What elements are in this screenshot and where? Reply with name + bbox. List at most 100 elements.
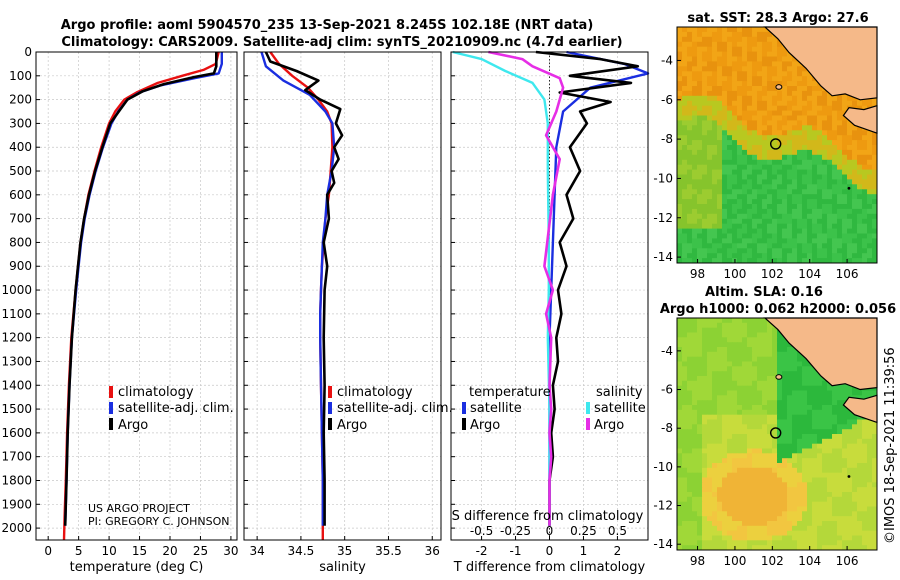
map-cell	[677, 90, 683, 97]
map-cell	[832, 405, 838, 411]
map-cell	[697, 395, 703, 401]
map-cell	[777, 347, 783, 353]
map-cell	[852, 223, 858, 229]
map-cell	[857, 208, 863, 215]
map-cell	[702, 525, 708, 531]
map-cell	[732, 120, 738, 126]
map-cell	[762, 487, 768, 493]
map-x-tick-label: 104	[798, 267, 821, 281]
map-cell	[742, 390, 748, 396]
map-cell	[697, 405, 703, 411]
legend-label: Argo	[337, 418, 367, 433]
map-cell	[792, 356, 798, 362]
map-cell	[777, 472, 783, 478]
map-cell	[697, 438, 703, 444]
map-cell	[717, 66, 723, 72]
map-cell	[762, 223, 768, 229]
map-cell	[782, 86, 788, 92]
map-cell	[767, 90, 773, 97]
series-line-temperature-argo	[535, 50, 640, 526]
map-cell	[777, 41, 783, 48]
map-cell	[802, 154, 808, 161]
map-cell	[717, 501, 723, 507]
map-cell	[687, 376, 693, 382]
map-cell	[677, 327, 683, 333]
map-cell	[707, 31, 713, 38]
map-cell	[772, 477, 778, 483]
map-cell	[777, 409, 783, 415]
map-cell	[862, 174, 868, 180]
map-cell	[747, 233, 753, 239]
map-cell	[832, 424, 838, 430]
map-cell	[702, 516, 708, 522]
map-cell	[692, 130, 698, 136]
map-cell	[852, 238, 858, 244]
map-cell	[757, 105, 763, 111]
map-cell	[787, 535, 793, 541]
map-cell	[802, 248, 808, 254]
map-cell	[762, 409, 768, 415]
map-cell	[777, 535, 783, 541]
map-cell	[757, 419, 763, 425]
map-cell	[757, 405, 763, 411]
map-cell	[677, 135, 683, 141]
map-cell	[727, 318, 733, 324]
map-cell	[772, 100, 778, 107]
map-cell	[707, 208, 713, 215]
map-cell	[767, 535, 773, 541]
map-cell	[777, 448, 783, 454]
map-cell	[862, 516, 868, 522]
map-cell	[847, 199, 853, 205]
map-cell	[757, 400, 763, 406]
map-cell	[782, 467, 788, 473]
map-cell	[727, 145, 733, 151]
map-cell	[737, 81, 743, 87]
map-cell	[837, 487, 843, 493]
map-cell	[812, 258, 818, 264]
map-cell	[762, 194, 768, 200]
map-x-tick-label: 104	[798, 554, 821, 568]
x-tick-label-secondary: 0.25	[570, 524, 597, 538]
map-cell	[702, 376, 708, 382]
map-cell	[687, 414, 693, 420]
map-cell	[797, 530, 803, 536]
map-cell	[752, 322, 758, 328]
map-cell	[867, 487, 873, 493]
map-cell	[727, 199, 733, 205]
map-cell	[867, 159, 873, 166]
map-cell	[857, 149, 863, 156]
map-cell	[787, 115, 793, 121]
map-cell	[812, 81, 818, 87]
map-cell	[827, 545, 833, 551]
map-cell	[752, 429, 758, 435]
map-cell	[857, 135, 863, 141]
map-cell	[817, 154, 823, 161]
map-cell	[837, 521, 843, 527]
map-cell	[687, 253, 693, 259]
map-cell	[717, 179, 723, 185]
map-cell	[722, 400, 728, 406]
map-cell	[682, 36, 688, 43]
map-cell	[872, 164, 878, 170]
map-cell	[827, 400, 833, 406]
map-cell	[792, 243, 798, 249]
map-cell	[697, 120, 703, 126]
map-cell	[862, 463, 868, 469]
map-cell	[817, 540, 823, 546]
map-cell	[732, 154, 738, 161]
map-cell	[757, 27, 763, 33]
map-cell	[862, 248, 868, 254]
map-cell	[697, 208, 703, 215]
map-cell	[732, 356, 738, 362]
map-cell	[812, 86, 818, 92]
map-cell	[692, 228, 698, 234]
map-cell	[827, 149, 833, 156]
map-cell	[707, 213, 713, 220]
map-cell	[752, 174, 758, 180]
map-cell	[822, 184, 828, 190]
map-cell	[677, 521, 683, 527]
map-cell	[712, 356, 718, 362]
map-cell	[687, 204, 693, 210]
map-cell	[762, 174, 768, 180]
map-cell	[747, 380, 753, 386]
